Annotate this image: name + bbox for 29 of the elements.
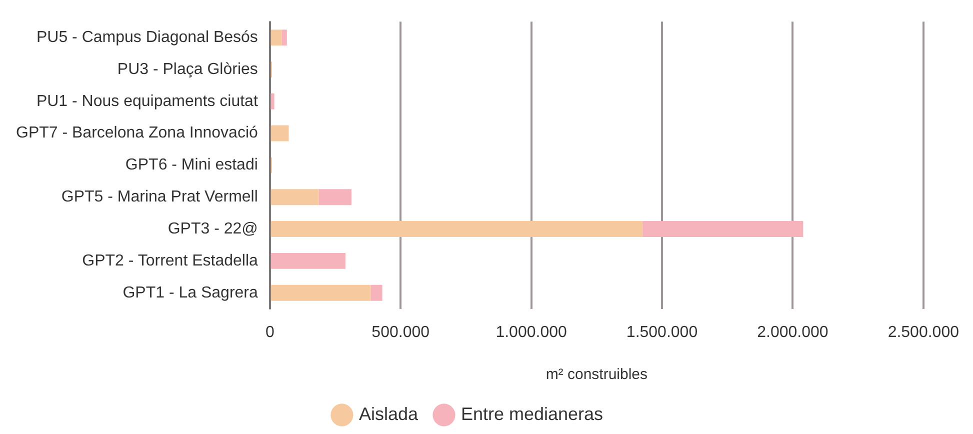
bar <box>270 221 642 237</box>
x-tick-label: 500.000 <box>372 324 430 341</box>
bar <box>270 284 371 301</box>
bar <box>270 93 274 110</box>
y-tick-label: GPT5 - Marina Prat Vermell <box>61 188 258 206</box>
y-tick-label: GPT2 - Torrent Estadella <box>82 252 258 270</box>
bar <box>318 189 352 206</box>
y-tick-label: GPT1 - La Sagrera <box>122 284 258 302</box>
y-tick-label: PU3 - Plaça Glòries <box>117 60 258 78</box>
bar <box>270 125 289 142</box>
bar <box>282 30 287 46</box>
x-tick-label: 1.000.000 <box>496 324 567 341</box>
y-tick-label: GPT6 - Mini estadi <box>125 156 258 174</box>
bar <box>642 221 804 237</box>
y-tick-label: PU5 - Campus Diagonal Besós <box>36 28 258 46</box>
bar <box>270 252 346 269</box>
x-tick-label: 2.000.000 <box>757 324 828 341</box>
legend-label: Aislada <box>358 404 419 424</box>
bar <box>270 189 319 206</box>
bar <box>270 30 282 46</box>
x-tick-label: 2.500.000 <box>888 324 960 341</box>
y-tick-label: GPT3 - 22@ <box>168 220 258 238</box>
legend-label: Entre medianeras <box>460 404 604 424</box>
x-tick-label: 1.500.000 <box>626 324 698 341</box>
x-axis-title: m² construibles <box>546 366 648 384</box>
y-tick-label: PU1 - Nous equipaments ciutat <box>36 92 258 110</box>
x-tick-label: 0 <box>265 324 274 341</box>
bar <box>370 284 382 301</box>
y-tick-label: GPT7 - Barcelona Zona Innovació <box>16 124 258 142</box>
